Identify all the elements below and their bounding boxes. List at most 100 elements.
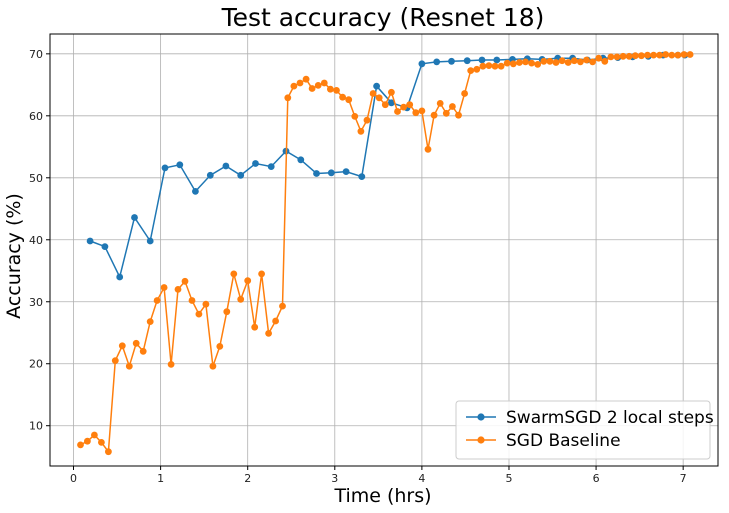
data-point — [358, 173, 366, 181]
data-point — [146, 237, 154, 245]
data-point — [662, 51, 670, 58]
data-point — [296, 79, 304, 87]
data-point — [327, 169, 335, 177]
data-point — [230, 270, 238, 278]
data-point — [188, 297, 196, 304]
x-axis-title: Time (hrs) — [333, 485, 431, 507]
data-point — [442, 109, 450, 117]
data-point — [497, 62, 505, 70]
ticks: 0 1 2 3 4 5 6 7 10 20 30 40 50 60 70 — [29, 48, 687, 485]
data-point — [491, 62, 499, 70]
data-point — [167, 361, 175, 368]
data-point — [131, 214, 138, 221]
data-point — [381, 101, 389, 109]
legend-marker — [477, 413, 485, 421]
data-point — [680, 51, 688, 58]
data-point — [118, 342, 126, 350]
series-2 — [77, 51, 694, 456]
data-point — [195, 310, 203, 318]
data-point — [583, 56, 590, 64]
data-point — [388, 99, 395, 107]
data-point — [174, 286, 182, 293]
data-point — [546, 57, 554, 65]
data-point — [181, 277, 189, 285]
data-point — [161, 164, 169, 172]
data-point — [302, 75, 310, 83]
data-point — [686, 51, 694, 58]
data-point — [406, 101, 414, 109]
data-point — [284, 94, 292, 102]
data-point — [369, 90, 377, 97]
legend: SwarmSGD 2 local steps SGD Baseline — [455, 400, 714, 460]
x-tick-label: 2 — [244, 472, 251, 485]
data-point — [373, 82, 380, 90]
data-point — [558, 57, 566, 65]
data-point — [153, 297, 161, 304]
data-point — [589, 58, 596, 66]
y-tick-label: 20 — [29, 358, 43, 371]
y-tick-label: 50 — [29, 172, 43, 185]
data-point — [564, 59, 572, 66]
data-point — [139, 347, 147, 355]
data-point — [111, 357, 119, 364]
data-point — [297, 156, 305, 164]
data-point — [418, 60, 426, 68]
data-point — [552, 59, 560, 66]
data-point — [534, 61, 542, 68]
data-point — [209, 362, 217, 370]
data-point — [132, 339, 140, 347]
data-point — [625, 52, 633, 60]
data-point — [619, 52, 627, 60]
data-point — [223, 308, 231, 316]
data-point — [84, 437, 91, 445]
data-point — [176, 161, 184, 169]
data-point — [478, 56, 486, 64]
legend-label: SGD Baseline — [506, 431, 621, 451]
data-point — [430, 111, 438, 119]
data-point — [503, 59, 511, 67]
data-point — [540, 57, 548, 65]
data-point — [485, 62, 493, 69]
data-point — [509, 60, 517, 68]
data-point — [339, 93, 346, 101]
data-point — [333, 87, 340, 94]
x-tick-label: 4 — [418, 472, 425, 485]
data-point — [206, 171, 214, 179]
data-point — [313, 170, 320, 177]
data-point — [265, 330, 272, 337]
data-point — [674, 51, 682, 59]
data-point — [252, 160, 259, 167]
data-point — [125, 362, 133, 370]
data-point — [631, 52, 639, 60]
data-point — [595, 54, 603, 62]
data-point — [146, 318, 154, 325]
plot-frame — [49, 33, 719, 467]
data-point — [493, 56, 501, 64]
data-point — [412, 109, 420, 117]
x-tick-label: 7 — [680, 472, 687, 485]
data-point — [528, 59, 535, 67]
data-point — [473, 65, 481, 73]
data-point — [607, 53, 615, 61]
data-point — [463, 57, 471, 65]
data-point — [357, 127, 365, 135]
data-point — [644, 51, 651, 59]
data-point — [400, 103, 407, 111]
legend-box — [455, 400, 711, 460]
legend-entry: SwarmSGD 2 local steps — [466, 408, 714, 428]
x-tick-label: 1 — [157, 472, 164, 485]
series-line — [80, 53, 691, 454]
x-tick-label: 6 — [593, 472, 600, 485]
data-point — [308, 85, 316, 92]
data-point — [345, 96, 353, 104]
data-point — [449, 103, 456, 110]
data-point — [363, 116, 371, 124]
data-point — [650, 51, 657, 59]
data-point — [314, 82, 322, 89]
data-point — [202, 300, 210, 308]
legend-label: SwarmSGD 2 local steps — [506, 408, 714, 428]
grid — [50, 34, 718, 466]
data-point — [394, 108, 401, 115]
data-point — [516, 59, 523, 66]
y-tick-label: 40 — [29, 234, 43, 247]
